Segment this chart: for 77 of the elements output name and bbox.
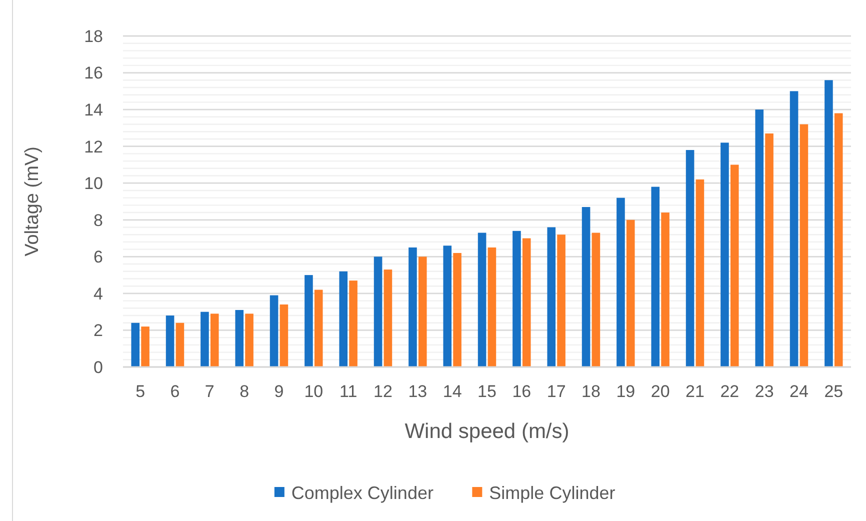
y-tick-label: 6	[94, 248, 103, 267]
bar	[834, 113, 843, 367]
bar	[616, 198, 625, 367]
x-tick-label: 20	[650, 382, 670, 401]
x-tick-label: 14	[442, 382, 462, 401]
bar	[730, 164, 739, 367]
x-tick-label: 22	[720, 382, 740, 401]
bar	[304, 275, 313, 367]
x-tick-label: 16	[512, 382, 532, 401]
bar	[790, 91, 798, 367]
bar	[349, 280, 358, 367]
x-tick-label: 23	[754, 382, 774, 401]
y-tick-label: 8	[94, 210, 103, 230]
bar	[661, 212, 670, 367]
x-tick-label: 21	[686, 382, 704, 401]
bar	[592, 232, 600, 367]
bar	[488, 247, 496, 367]
bar	[478, 232, 486, 367]
bar	[418, 256, 427, 367]
bar	[141, 326, 150, 367]
bar	[270, 295, 278, 367]
y-tick-label: 2	[94, 321, 103, 340]
x-tick-label: 12	[374, 382, 392, 401]
bar	[131, 322, 140, 367]
legend-label: Simple Cylinder	[489, 483, 616, 503]
y-tick-label: 10	[84, 174, 103, 194]
bar	[374, 256, 382, 367]
bar	[651, 186, 660, 367]
x-tick-label: 8	[240, 382, 250, 401]
y-tick-label: 4	[94, 284, 103, 304]
bar	[547, 227, 556, 367]
y-tick-label: 18	[84, 26, 103, 46]
bar	[245, 314, 254, 367]
bar	[408, 247, 417, 367]
bar	[696, 179, 704, 367]
bar	[626, 220, 635, 367]
bar	[824, 80, 833, 367]
bar	[443, 246, 452, 367]
bar	[210, 314, 219, 367]
bar	[314, 290, 323, 367]
bar	[800, 124, 808, 367]
x-axis-title: Wind speed (m/s)	[404, 420, 570, 443]
bar	[384, 270, 392, 367]
x-tick-label: 13	[408, 382, 428, 401]
x-tick-label: 7	[204, 382, 214, 401]
bar	[512, 230, 521, 367]
x-tick-label: 10	[304, 382, 324, 401]
bar	[280, 304, 288, 367]
bar	[582, 207, 590, 367]
bar	[176, 322, 184, 367]
bar	[755, 110, 764, 367]
y-axis-title: Voltage (mV)	[22, 146, 43, 256]
bar	[720, 142, 729, 367]
bar	[557, 234, 566, 367]
x-tick-label: 6	[170, 382, 180, 401]
bar	[686, 150, 694, 367]
x-tick-label: 25	[824, 382, 844, 401]
bar	[235, 310, 244, 367]
x-tick-label: 18	[582, 382, 600, 401]
y-tick-label: 14	[84, 100, 103, 120]
x-tick-label: 19	[616, 382, 636, 401]
bar	[765, 133, 774, 367]
bar	[522, 238, 531, 367]
y-tick-label: 16	[84, 64, 103, 83]
y-tick-label: 0	[94, 358, 103, 377]
bar	[339, 271, 348, 367]
x-tick-label: 11	[340, 382, 358, 401]
x-tick-label: 15	[478, 382, 496, 401]
x-tick-label: 5	[136, 382, 146, 401]
bar	[166, 316, 174, 367]
x-tick-label: 24	[790, 382, 808, 401]
x-tick-label: 9	[274, 382, 284, 401]
bar	[200, 312, 209, 367]
y-tick-label: 12	[84, 137, 103, 156]
legend-label: Complex Cylinder	[291, 483, 434, 503]
x-tick-label: 17	[546, 382, 566, 401]
bar	[453, 252, 462, 367]
